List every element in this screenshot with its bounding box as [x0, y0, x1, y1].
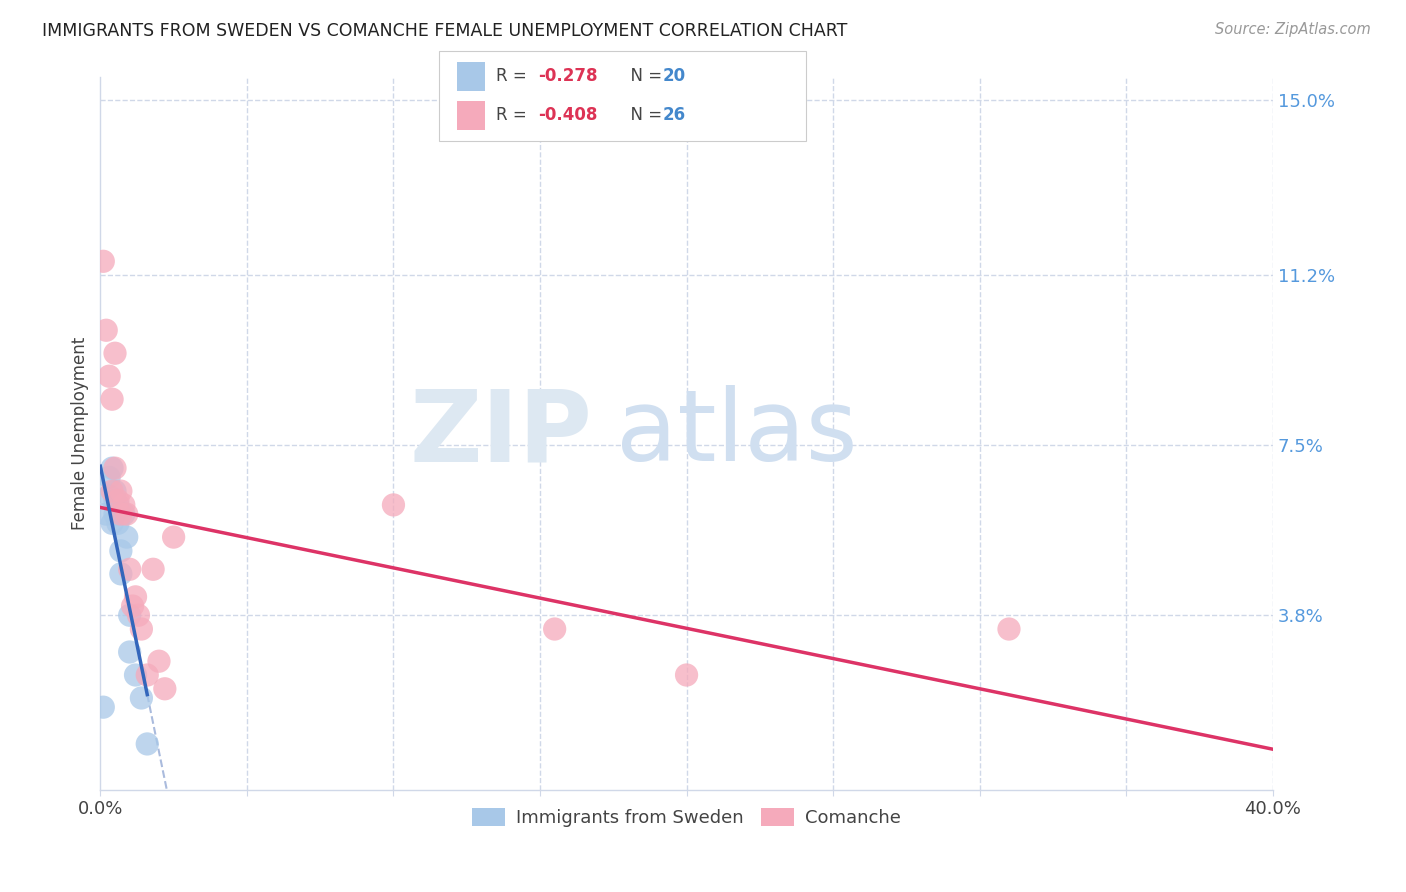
Point	[131, 690, 153, 705]
Point	[162, 530, 184, 544]
Y-axis label: Female Unemployment: Female Unemployment	[72, 337, 89, 531]
Point	[118, 562, 141, 576]
Point	[98, 470, 121, 484]
Point	[675, 668, 697, 682]
Point	[101, 392, 124, 407]
Point	[127, 608, 149, 623]
Point	[136, 668, 159, 682]
Point	[118, 645, 141, 659]
Text: atlas: atlas	[616, 385, 858, 483]
Text: R =: R =	[496, 106, 533, 124]
Text: -0.278: -0.278	[538, 68, 598, 86]
Text: N =: N =	[620, 68, 668, 86]
Text: 26: 26	[662, 106, 685, 124]
Legend: Immigrants from Sweden, Comanche: Immigrants from Sweden, Comanche	[465, 800, 908, 834]
Point	[101, 516, 124, 531]
Point	[110, 566, 132, 581]
Text: -0.408: -0.408	[538, 106, 598, 124]
Point	[112, 507, 135, 521]
Point	[121, 599, 143, 613]
Point	[110, 544, 132, 558]
Point	[110, 507, 132, 521]
Point	[91, 700, 114, 714]
Point	[104, 493, 127, 508]
Point	[107, 498, 129, 512]
Point	[104, 461, 127, 475]
Point	[382, 498, 405, 512]
Point	[98, 489, 121, 503]
Text: IMMIGRANTS FROM SWEDEN VS COMANCHE FEMALE UNEMPLOYMENT CORRELATION CHART: IMMIGRANTS FROM SWEDEN VS COMANCHE FEMAL…	[42, 22, 848, 40]
Text: R =: R =	[496, 68, 533, 86]
Point	[115, 507, 138, 521]
Point	[101, 484, 124, 499]
Point	[543, 622, 565, 636]
Point	[153, 681, 176, 696]
Point	[98, 369, 121, 384]
Point	[118, 608, 141, 623]
Text: ZIP: ZIP	[411, 385, 593, 483]
Point	[91, 254, 114, 268]
Point	[107, 516, 129, 531]
Point	[96, 507, 118, 521]
Point	[148, 654, 170, 668]
Point	[110, 484, 132, 499]
Point	[142, 562, 165, 576]
Point	[104, 346, 127, 360]
Point	[112, 498, 135, 512]
Text: Source: ZipAtlas.com: Source: ZipAtlas.com	[1215, 22, 1371, 37]
Text: 20: 20	[662, 68, 685, 86]
Point	[124, 590, 146, 604]
Point	[998, 622, 1021, 636]
Point	[124, 668, 146, 682]
Point	[104, 507, 127, 521]
Point	[136, 737, 159, 751]
Point	[131, 622, 153, 636]
Point	[115, 530, 138, 544]
Point	[101, 461, 124, 475]
Point	[104, 484, 127, 499]
Point	[96, 323, 118, 337]
Point	[107, 493, 129, 508]
Text: N =: N =	[620, 106, 668, 124]
